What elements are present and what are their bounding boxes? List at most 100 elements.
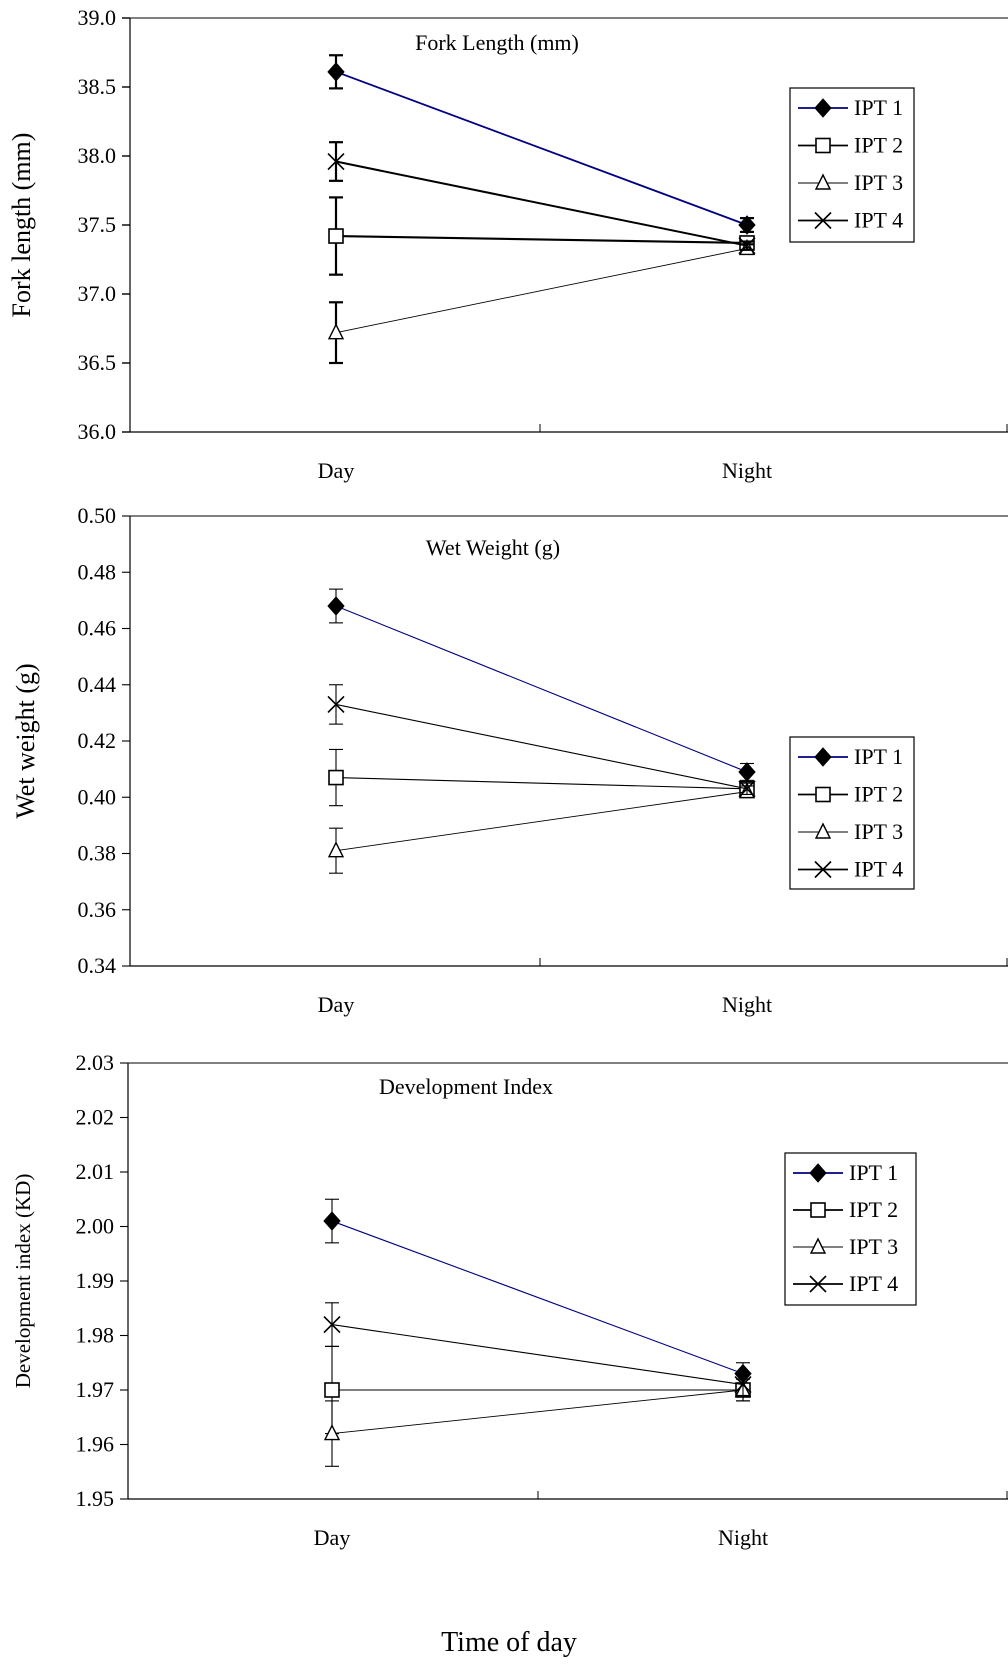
y-tick-label: 37.5: [78, 212, 117, 237]
data-point-day: [324, 1382, 340, 1398]
legend-marker-ipt-1: [809, 1163, 827, 1183]
x-tick-label-day: Day: [314, 1525, 351, 1550]
series-ipt-1: [327, 588, 756, 782]
y-tick-label: 37.0: [78, 281, 117, 306]
y-tick-label: 0.42: [78, 728, 117, 753]
legend-marker-ipt-2: [815, 137, 831, 154]
y-tick-label: 2.01: [76, 1159, 115, 1184]
legend-label: IPT 3: [854, 819, 903, 844]
y-tick-label: 2.03: [76, 1050, 115, 1075]
series-line: [331, 1324, 744, 1386]
data-point-night: [734, 1375, 752, 1394]
legend-label: IPT 3: [854, 170, 903, 195]
legend-label: IPT 2: [854, 782, 903, 807]
legend-label: IPT 1: [854, 744, 903, 769]
x-tick-label-day: Day: [318, 992, 355, 1017]
legend-marker-ipt-4: [814, 860, 832, 879]
data-point-day: [327, 596, 345, 616]
x-tick-label-night: Night: [718, 1525, 768, 1550]
series-ipt-4: [323, 1302, 752, 1396]
series-ipt-3: [327, 238, 756, 365]
series-line: [335, 777, 748, 790]
legend-label: IPT 4: [854, 208, 903, 233]
series-ipt-3: [323, 1378, 752, 1467]
legend: IPT 1 IPT 2 IPT 3 IPT 4: [784, 1152, 917, 1306]
series-line: [335, 605, 748, 773]
x-tick-label-day: Day: [318, 458, 355, 483]
y-tick-label: 1.97: [76, 1377, 115, 1402]
legend-label: IPT 4: [854, 857, 903, 882]
legend-marker-ipt-3: [814, 173, 832, 190]
legend-box: [789, 736, 915, 890]
y-tick-label: 0.38: [78, 841, 117, 866]
chart-title: Development Index: [379, 1074, 553, 1099]
y-tick-label: 36.5: [78, 350, 117, 375]
series-line: [335, 248, 748, 334]
x-axis-title: Time of day: [441, 1627, 577, 1658]
series-ipt-1: [327, 54, 756, 235]
chart-panel-2: 0.34 0.36 0.38 0.40 0.42 0.44 0.46 0.48 0.50 Day N…: [11, 503, 1008, 1017]
legend: IPT 1 IPT 2 IPT 3 IPT 4: [789, 736, 915, 890]
series-ipt-2: [324, 1345, 751, 1435]
y-tick-label: 0.46: [78, 616, 117, 641]
series-line: [331, 1220, 744, 1375]
y-tick-label: 2.02: [76, 1105, 115, 1130]
y-tick-label: 0.44: [78, 672, 117, 697]
data-point-night: [738, 780, 756, 798]
data-point-day: [323, 1316, 341, 1334]
legend-marker-ipt-4: [809, 1275, 827, 1293]
y-tick-label: 38.0: [78, 143, 117, 168]
legend-box: [789, 87, 915, 243]
y-tick-label: 1.95: [76, 1486, 115, 1511]
y-tick-label: 0.40: [78, 784, 117, 809]
legend-marker-ipt-3: [809, 1237, 827, 1254]
series-ipt-2: [328, 196, 755, 276]
legend-marker-ipt-1: [814, 98, 832, 118]
chart-title: Wet Weight (g): [426, 535, 560, 560]
data-point-day: [328, 228, 344, 244]
legend: IPT 1 IPT 2 IPT 3 IPT 4: [789, 87, 915, 243]
y-tick-label: 38.5: [78, 74, 117, 99]
y-tick-label: 1.96: [76, 1432, 115, 1457]
chart-title: Fork Length (mm): [415, 30, 579, 55]
series-line: [335, 791, 748, 852]
legend-marker-ipt-4: [814, 211, 832, 230]
legend-label: IPT 4: [849, 1271, 898, 1296]
y-tick-label: 0.48: [78, 559, 117, 584]
y-tick-label: 1.99: [76, 1268, 115, 1293]
series-line: [335, 234, 748, 245]
data-point-day: [327, 841, 345, 858]
series-ipt-4: [327, 684, 756, 798]
y-tick-label: 36.0: [78, 419, 117, 444]
y-tick-label: 39.0: [78, 5, 117, 30]
legend-box: [784, 1152, 917, 1306]
y-tick-label: 2.00: [76, 1214, 115, 1239]
data-point-day: [328, 769, 344, 786]
series-ipt-3: [327, 782, 756, 874]
legend-label: IPT 1: [854, 95, 903, 120]
data-point-night: [738, 762, 756, 782]
data-point-day: [327, 323, 345, 340]
data-point-day: [327, 62, 345, 82]
legend-marker-ipt-2: [815, 786, 831, 803]
chart-panel-3: 1.95 1.96 1.97 1.98 1.99 2.00 2.01 2.02 2.03 Day N…: [11, 1050, 1008, 1658]
series-ipt-4: [327, 141, 756, 255]
legend-label: IPT 2: [849, 1197, 898, 1222]
series-ipt-1: [323, 1198, 752, 1386]
data-point-day: [323, 1424, 341, 1441]
legend-marker-ipt-1: [814, 747, 832, 767]
x-tick-label-night: Night: [722, 458, 772, 483]
y-tick-label: 0.34: [78, 953, 117, 978]
y-tick-label: 1.98: [76, 1323, 115, 1348]
series-line: [335, 70, 748, 226]
data-point-night: [738, 237, 756, 255]
series-line: [335, 160, 748, 247]
y-axis-title: Wet weight (g): [11, 663, 40, 818]
x-tick-label-night: Night: [722, 992, 772, 1017]
legend-label: IPT 2: [854, 133, 903, 158]
y-axis-title: Fork length (mm): [7, 133, 36, 318]
legend-label: IPT 3: [849, 1234, 898, 1259]
y-tick-label: 0.36: [78, 897, 117, 922]
data-point-day: [327, 695, 345, 714]
